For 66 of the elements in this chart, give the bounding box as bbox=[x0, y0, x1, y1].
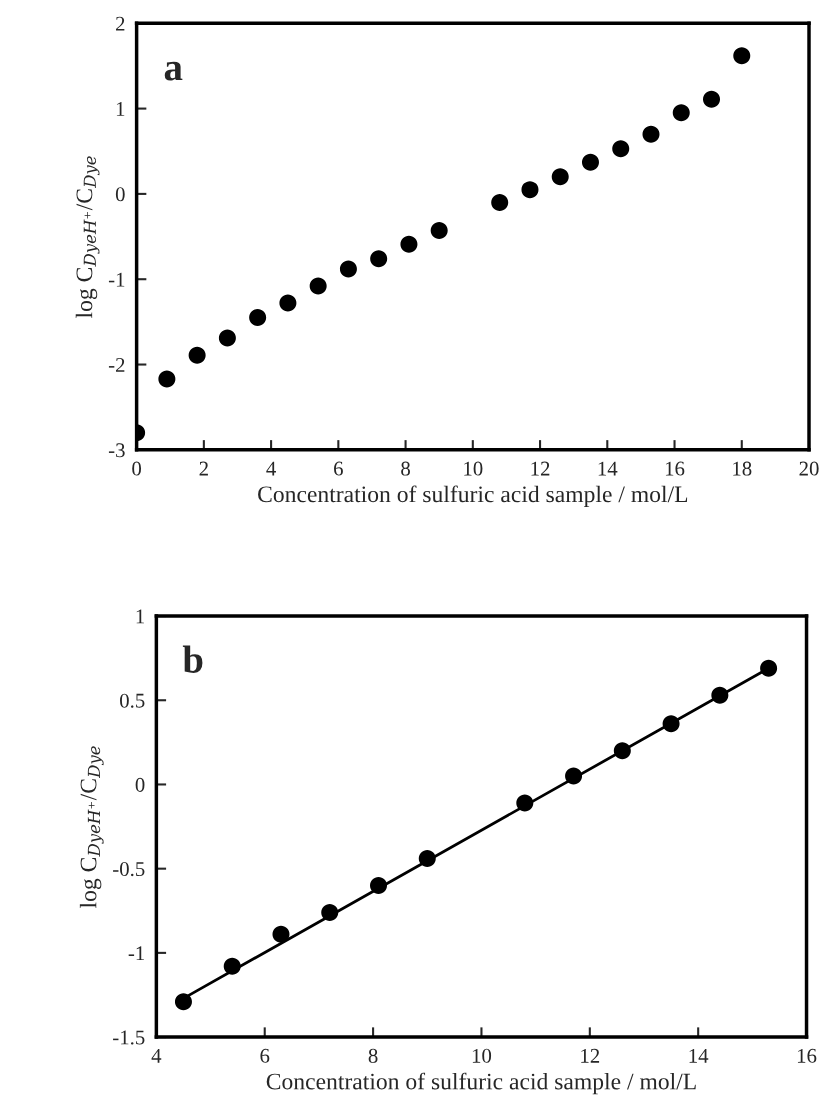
point bbox=[613, 742, 631, 760]
point bbox=[174, 993, 192, 1011]
y-tick-label: -2 bbox=[108, 357, 125, 372]
y-tick-label: 0 bbox=[135, 777, 145, 792]
x-tick-label: 10 bbox=[464, 461, 483, 476]
y-axis-title: log C$_{DyeH⁺}$/C$_{Dye}$ bbox=[79, 746, 104, 909]
point bbox=[711, 686, 729, 704]
y-tick-label: -1 bbox=[108, 272, 125, 287]
point bbox=[760, 659, 778, 677]
point bbox=[249, 309, 267, 327]
x-tick-label: 4 bbox=[151, 1048, 162, 1063]
y-tick-label: 2 bbox=[116, 16, 125, 31]
x-tick-label: 8 bbox=[401, 461, 410, 476]
y-tick-label: 0.5 bbox=[120, 693, 145, 708]
x-tick-label: 16 bbox=[665, 461, 685, 476]
point bbox=[662, 715, 680, 733]
annotation: b bbox=[182, 645, 203, 673]
point bbox=[370, 250, 388, 268]
point bbox=[370, 877, 388, 895]
x-tick-label: 2 bbox=[199, 461, 208, 476]
point bbox=[672, 104, 690, 122]
x-tick-label: 10 bbox=[472, 1048, 492, 1063]
point bbox=[339, 260, 357, 278]
x-tick-label: 8 bbox=[368, 1048, 378, 1063]
x-tick-label: 6 bbox=[334, 461, 343, 476]
y-tick-label: -1 bbox=[128, 946, 145, 961]
point bbox=[223, 957, 241, 975]
point bbox=[430, 222, 448, 240]
x-tick-label: 6 bbox=[260, 1048, 270, 1063]
y-tick-label: 1 bbox=[136, 609, 145, 624]
point bbox=[218, 329, 236, 347]
point bbox=[733, 47, 751, 65]
point bbox=[158, 370, 176, 388]
x-tick-label: 16 bbox=[797, 1048, 817, 1063]
point bbox=[521, 181, 539, 199]
point bbox=[516, 794, 534, 812]
x-tick-label: 14 bbox=[598, 461, 618, 476]
x-axis-title: Concentration of sulfuric acid sample / mol/L bbox=[266, 1072, 696, 1095]
point bbox=[551, 168, 569, 186]
annotation: a bbox=[164, 61, 183, 81]
x-tick-label: 4 bbox=[266, 461, 276, 476]
point bbox=[309, 277, 327, 295]
point bbox=[400, 235, 418, 253]
y-tick-label: -3 bbox=[108, 443, 125, 458]
point bbox=[703, 90, 721, 108]
x-tick-label: 14 bbox=[689, 1048, 709, 1063]
point bbox=[642, 125, 660, 143]
point bbox=[612, 140, 630, 158]
point bbox=[581, 153, 599, 171]
x-tick-label: 12 bbox=[531, 461, 550, 476]
point bbox=[188, 346, 206, 364]
y-tick-label: -0.5 bbox=[113, 862, 145, 877]
x-axis-title: Concentration of sulfuric acid sample / mol/L bbox=[258, 485, 688, 508]
point bbox=[321, 903, 339, 921]
point bbox=[565, 767, 583, 785]
point bbox=[272, 925, 290, 943]
y-axis-title: log C$_{DyeH⁺}$/C$_{Dye}$ bbox=[75, 156, 100, 319]
y-tick-label: 1 bbox=[116, 102, 125, 116]
point bbox=[491, 193, 509, 211]
point bbox=[418, 850, 436, 868]
point bbox=[279, 294, 297, 312]
y-tick-label: -1.5 bbox=[113, 1030, 145, 1045]
x-tick-label: 20 bbox=[799, 461, 819, 476]
x-tick-label: 12 bbox=[581, 1048, 600, 1063]
x-tick-label: 18 bbox=[733, 461, 752, 476]
y-tick-label: 0 bbox=[115, 187, 125, 202]
